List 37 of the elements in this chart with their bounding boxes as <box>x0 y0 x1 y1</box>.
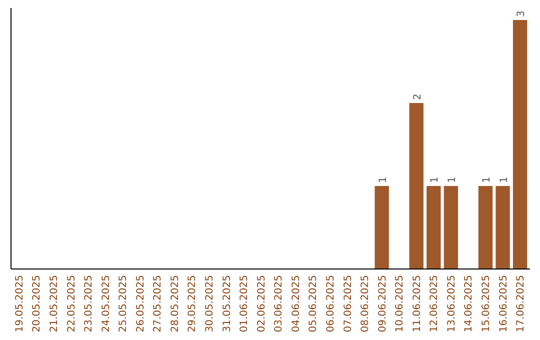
x-tick-label: 03.06.2025 <box>274 275 285 332</box>
x-tick-label: 30.05.2025 <box>204 275 216 332</box>
x-tick-label: 09.06.2025 <box>377 275 388 332</box>
x-tick-label: 26.05.2025 <box>135 275 146 332</box>
x-tick-label: 10.06.2025 <box>394 275 406 332</box>
data-label: 1 <box>378 176 389 183</box>
x-tick-label: 11.06.2025 <box>412 275 423 332</box>
x-tick-label: 02.06.2025 <box>256 275 268 332</box>
x-tick-label: 15.06.2025 <box>480 275 492 332</box>
x-tick-label: 22.05.2025 <box>66 275 78 332</box>
data-label: 1 <box>430 176 441 183</box>
x-tick-label: 23.05.2025 <box>84 275 95 332</box>
x-tick-label: 31.05.2025 <box>222 275 233 332</box>
x-tick-label: 05.06.2025 <box>308 275 320 332</box>
x-tick-label: 19.05.2025 <box>14 275 26 332</box>
data-label: 2 <box>412 94 424 100</box>
data-label: 3 <box>516 10 528 17</box>
x-tick-label: 12.06.2025 <box>429 275 440 332</box>
data-label: 1 <box>498 176 510 183</box>
x-tick-label: 27.05.2025 <box>152 275 164 332</box>
x-tick-label: 21.05.2025 <box>49 275 60 332</box>
data-label: 1 <box>481 176 492 183</box>
x-tick-label: 01.06.2025 <box>239 275 250 332</box>
x-tick-label: 17.06.2025 <box>516 275 527 332</box>
x-tick-label: 07.06.2025 <box>342 275 354 332</box>
x-tick-label: 28.05.2025 <box>170 275 181 332</box>
x-tick-label: 25.05.2025 <box>118 275 130 332</box>
x-tick-label: 24.05.2025 <box>100 275 112 332</box>
x-tick-label: 13.06.2025 <box>446 275 458 332</box>
x-tick-label: 14.06.2025 <box>464 275 475 332</box>
x-tick-label: 16.06.2025 <box>498 275 510 332</box>
x-tick-label: 20.05.2025 <box>32 275 43 332</box>
x-tick-label: 29.05.2025 <box>187 275 198 332</box>
x-tick-label: 08.06.2025 <box>360 275 372 332</box>
data-label: 1 <box>446 176 458 183</box>
x-tick-label: 04.06.2025 <box>290 275 302 332</box>
x-tick-label: 06.06.2025 <box>325 275 336 332</box>
